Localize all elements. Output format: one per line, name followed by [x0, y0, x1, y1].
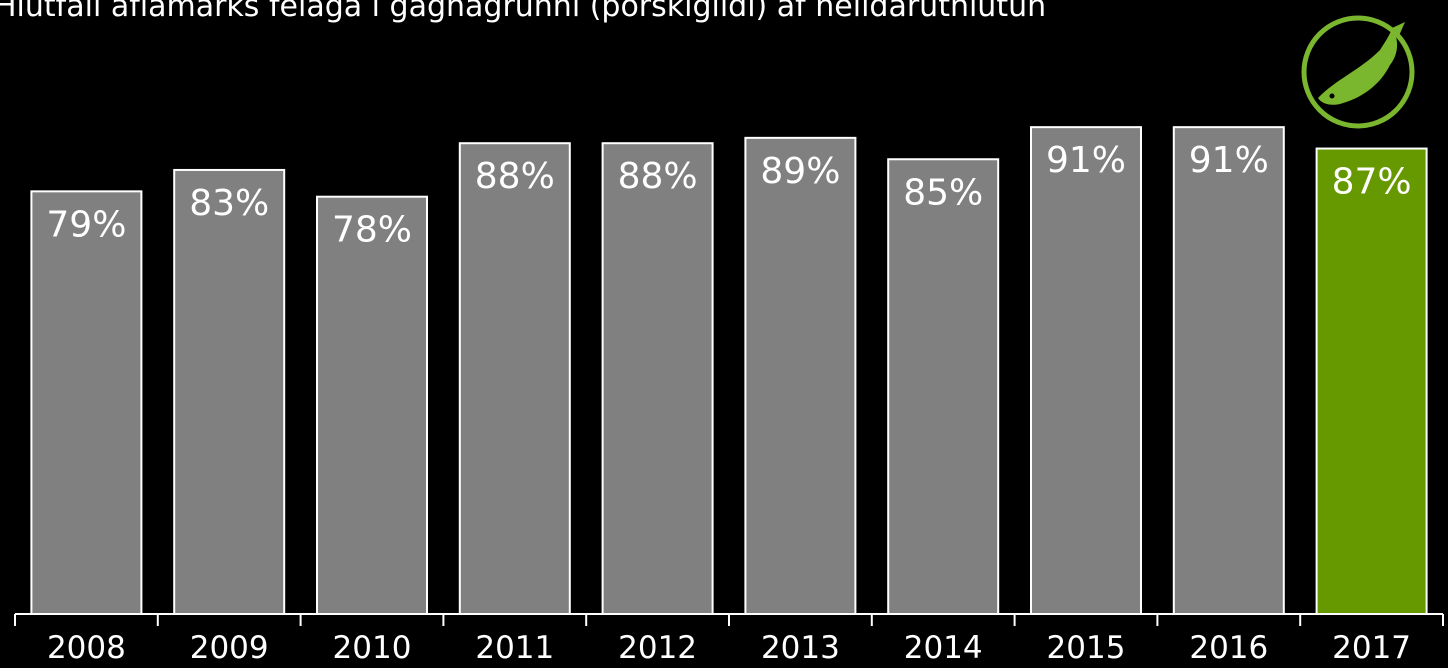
x-tick-label: 2012: [618, 630, 697, 666]
x-tick-label: 2010: [333, 630, 412, 666]
x-tick-label: 2016: [1189, 630, 1268, 666]
bar: [1172, 126, 1285, 616]
data-label: 85%: [903, 172, 983, 213]
bar: [601, 142, 714, 615]
bar: [744, 136, 857, 615]
bar: [173, 168, 286, 615]
data-label: 83%: [189, 183, 269, 224]
data-label: 91%: [1189, 140, 1269, 181]
x-tick-label: 2011: [475, 630, 554, 666]
data-label: 79%: [46, 204, 126, 245]
x-tick-label: 2015: [1047, 630, 1126, 666]
bar: [458, 142, 571, 615]
bar: [30, 190, 143, 615]
bar: [316, 195, 428, 615]
data-label: 89%: [760, 151, 840, 192]
fish-logo: [1301, 15, 1415, 129]
x-tick-label: 2017: [1332, 630, 1411, 666]
x-tick-label: 2013: [761, 630, 840, 666]
bar: [887, 158, 1000, 615]
data-label: 78%: [332, 210, 412, 251]
chart-title: Hlutfall aflamarks félaga í gagnagrunni …: [0, 0, 1046, 24]
x-tick-label: 2014: [904, 630, 983, 666]
x-tick-label: 2009: [190, 630, 269, 666]
data-label: 88%: [475, 156, 555, 197]
data-label: 91%: [1046, 140, 1126, 181]
data-label: 88%: [618, 156, 698, 197]
data-label: 87%: [1332, 162, 1412, 203]
bar: [1030, 126, 1142, 616]
bar: [1315, 147, 1428, 616]
x-tick-label: 2008: [47, 630, 126, 666]
